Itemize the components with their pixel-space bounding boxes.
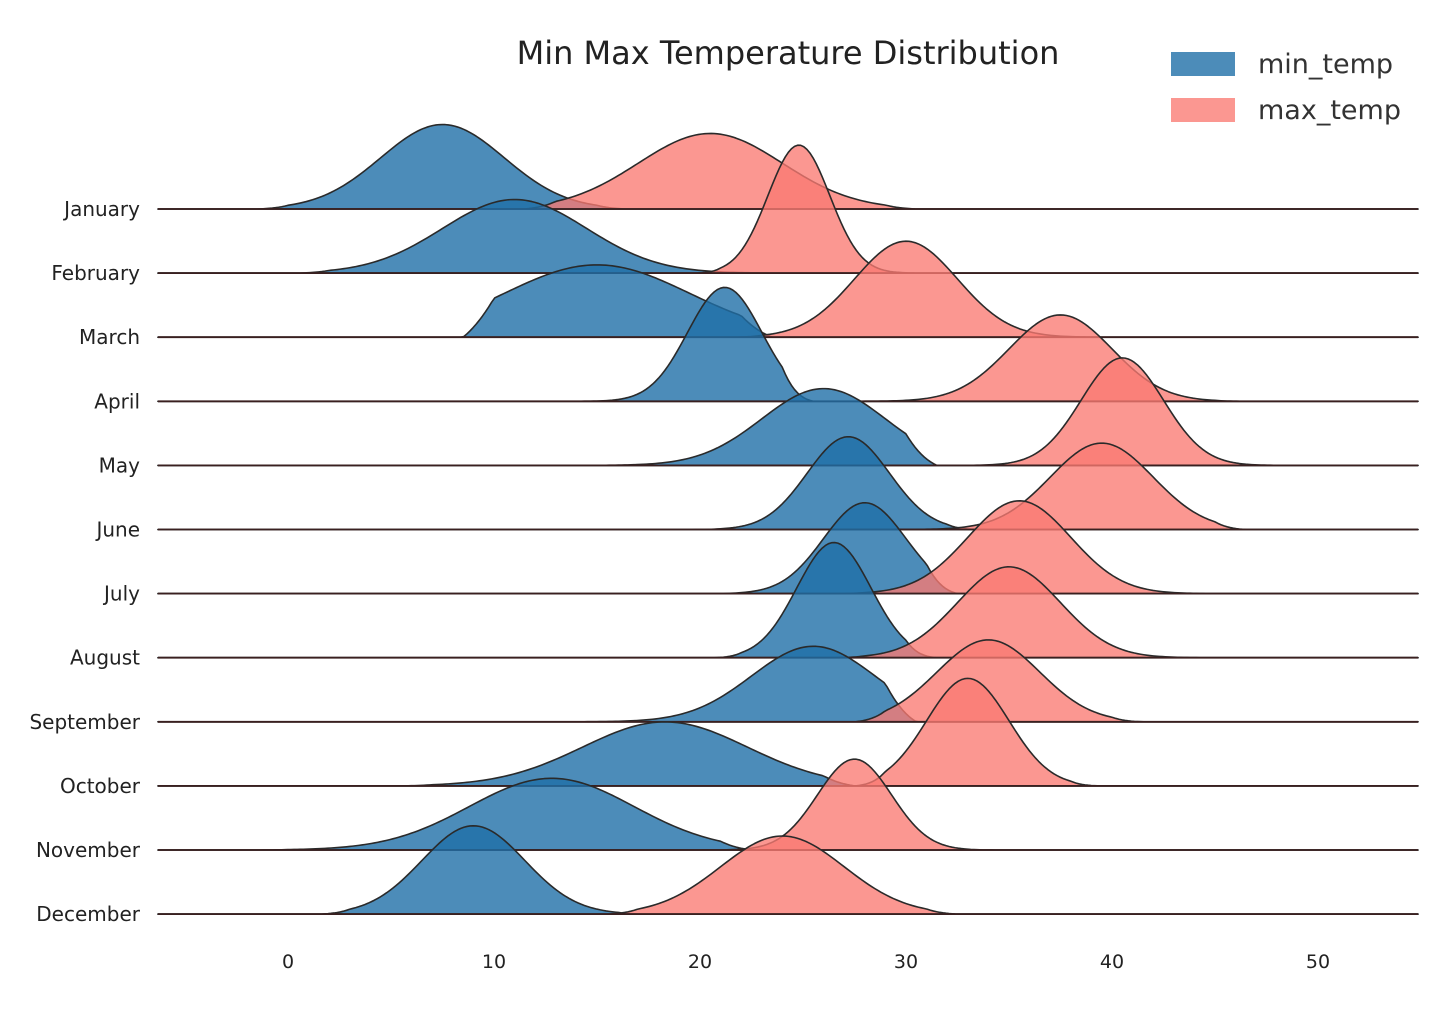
legend-swatch-min-temp [1171,52,1235,76]
ridge-min-temp-october [157,721,1419,787]
legend-item-min-temp[interactable]: min_temp [1171,49,1393,80]
ridge-min-temp-march [157,264,1419,338]
x-tick-labels-group: 0 10 20 30 40 50 [282,951,1330,973]
ridges-group [157,123,1419,915]
month-label-march: March [79,325,140,349]
ridge-row-september [157,639,1419,723]
month-label-november: November [36,838,141,862]
ridge-row-march [157,240,1419,339]
ridge-row-february [157,144,1419,275]
ridge-min-temp-may [157,387,1419,467]
x-tick-label-10: 10 [482,951,506,973]
ridge-row-july [157,500,1419,595]
month-label-july: July [102,582,140,606]
month-label-october: October [60,774,141,798]
ridge-row-may [157,357,1419,467]
month-label-april: April [94,389,140,413]
legend-swatch-max-temp [1171,98,1235,122]
ridge-row-december [157,824,1419,915]
ridge-row-april [157,286,1419,403]
legend-label-min-temp: min_temp [1258,49,1393,80]
legend-item-max-temp[interactable]: max_temp [1171,95,1401,126]
legend-label-max-temp: max_temp [1258,95,1401,126]
ridge-row-august [157,541,1419,659]
ridge-min-temp-august [157,541,1419,659]
month-label-december: December [36,902,140,926]
chart-title: Min Max Temperature Distribution [517,34,1060,72]
x-tick-label-50: 50 [1306,951,1330,973]
month-labels-group: January February March April May June July Augu… [29,197,140,926]
month-label-august: August [70,646,140,670]
month-label-january: January [62,197,140,221]
month-label-september: September [29,710,140,734]
x-tick-label-40: 40 [1100,951,1124,973]
ridge-row-october [157,677,1419,787]
month-label-june: June [94,518,140,542]
ridge-min-temp-april [157,286,1419,403]
x-tick-label-0: 0 [282,951,294,973]
month-label-february: February [51,261,140,285]
x-tick-label-30: 30 [894,951,918,973]
x-tick-label-20: 20 [688,951,712,973]
legend[interactable]: min_temp max_temp [1171,49,1401,126]
month-label-may: May [99,453,141,477]
ridge-row-june [157,435,1419,531]
